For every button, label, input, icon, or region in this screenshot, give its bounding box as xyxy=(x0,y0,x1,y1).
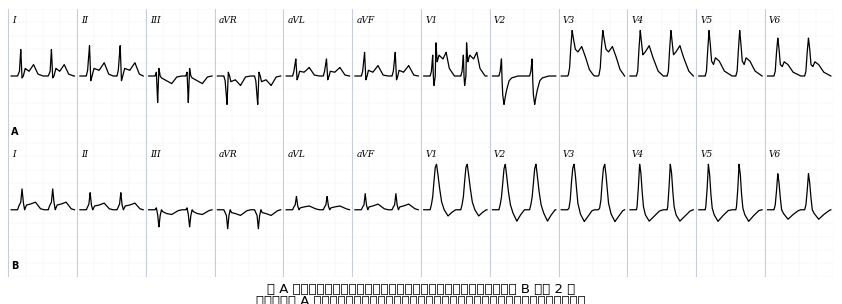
Text: V3: V3 xyxy=(562,16,575,25)
Text: V6: V6 xyxy=(769,150,781,159)
Text: I: I xyxy=(13,150,16,159)
Text: aVR: aVR xyxy=(219,16,237,25)
Text: V1: V1 xyxy=(425,16,437,25)
Text: II: II xyxy=(82,16,88,25)
Text: 记录，显示 A 型预激综合征并存右束支阻滞、前间壁及前侧壁急性心肌梗死（引自林鈥群）: 记录，显示 A 型预激综合征并存右束支阻滞、前间壁及前侧壁急性心肌梗死（引自林鈥… xyxy=(256,295,586,304)
Text: aVF: aVF xyxy=(356,150,375,159)
Text: V1: V1 xyxy=(425,150,437,159)
Text: V2: V2 xyxy=(494,150,506,159)
Text: 图 A 显示完全性右束支阻滞、前间壁及前侧壁超急性期心肌梗死；图 B 系第 2 天: 图 A 显示完全性右束支阻滞、前间壁及前侧壁超急性期心肌梗死；图 B 系第 2 … xyxy=(267,283,575,296)
Text: V5: V5 xyxy=(701,150,712,159)
Text: III: III xyxy=(150,150,161,159)
Text: V6: V6 xyxy=(769,16,781,25)
Text: aVL: aVL xyxy=(288,150,306,159)
Text: V3: V3 xyxy=(562,150,575,159)
Text: V5: V5 xyxy=(701,16,712,25)
Text: V4: V4 xyxy=(632,150,643,159)
Text: aVR: aVR xyxy=(219,150,237,159)
Text: V4: V4 xyxy=(632,16,643,25)
Text: I: I xyxy=(13,16,16,25)
Text: aVL: aVL xyxy=(288,16,306,25)
Text: aVF: aVF xyxy=(356,16,375,25)
Text: II: II xyxy=(82,150,88,159)
Text: B: B xyxy=(11,261,19,271)
Text: III: III xyxy=(150,16,161,25)
Text: V2: V2 xyxy=(494,16,506,25)
Text: A: A xyxy=(11,127,19,137)
